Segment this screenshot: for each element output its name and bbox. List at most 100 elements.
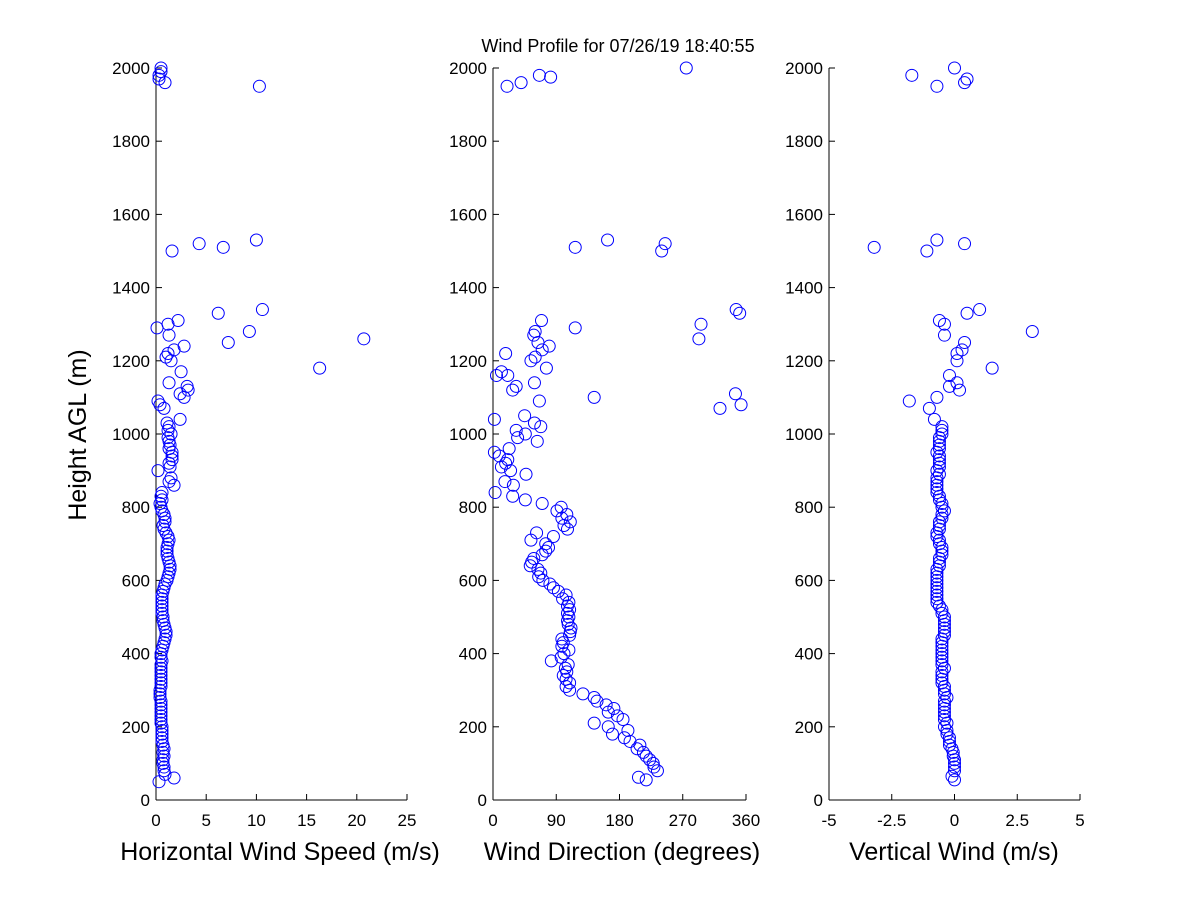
data-point	[528, 350, 542, 364]
data-point	[650, 764, 664, 778]
data-point	[935, 647, 949, 661]
data-point	[930, 233, 944, 247]
data-point	[568, 240, 582, 254]
data-point	[973, 303, 987, 317]
data-point	[728, 387, 742, 401]
data-point	[151, 464, 165, 478]
data-point	[211, 306, 225, 320]
data-point	[171, 314, 185, 328]
data-point	[935, 497, 949, 511]
data-point	[930, 464, 944, 478]
data-point	[937, 705, 951, 719]
data-point	[985, 361, 999, 375]
y-axis-label: Height AGL (m)	[64, 349, 92, 520]
data-point	[167, 771, 181, 785]
data-point	[561, 658, 575, 672]
data-point	[255, 303, 269, 317]
data-point	[960, 72, 974, 86]
data-point	[546, 529, 560, 543]
x-tick-label: -2.5	[877, 811, 906, 830]
data-point	[153, 691, 167, 705]
data-point	[154, 650, 168, 664]
data-point	[937, 621, 951, 635]
data-point	[154, 698, 168, 712]
data-point	[560, 522, 574, 536]
data-point	[950, 376, 964, 390]
x-tick-label: 20	[347, 811, 366, 830]
data-point	[646, 756, 660, 770]
y-tick-label: 200	[459, 718, 487, 737]
data-point	[539, 544, 553, 558]
data-point	[249, 233, 263, 247]
data-point	[490, 368, 504, 382]
y-tick-label: 2000	[112, 59, 150, 78]
data-point	[173, 387, 187, 401]
y-tick-label: 2000	[449, 59, 487, 78]
data-point	[509, 379, 523, 393]
data-point	[155, 606, 169, 620]
data-point	[930, 486, 944, 500]
data-point	[554, 500, 568, 514]
data-point	[958, 237, 972, 251]
data-point	[937, 720, 951, 734]
data-point	[530, 434, 544, 448]
data-point	[154, 702, 168, 715]
data-point	[487, 412, 501, 426]
data-point	[605, 727, 619, 741]
data-point	[557, 647, 571, 661]
data-point	[159, 350, 173, 364]
data-point	[502, 442, 516, 456]
data-point	[167, 343, 181, 357]
data-point	[492, 449, 506, 463]
y-tick-label: 2000	[785, 59, 823, 78]
data-point	[155, 592, 169, 606]
data-point	[155, 603, 169, 617]
data-point	[937, 610, 951, 624]
data-point	[155, 599, 169, 613]
data-point	[932, 449, 946, 463]
data-point	[643, 753, 657, 767]
data-point	[631, 770, 645, 784]
data-point	[694, 317, 708, 331]
data-point	[658, 237, 672, 251]
data-point	[499, 346, 513, 360]
data-point	[937, 628, 951, 642]
data-point	[617, 731, 631, 745]
data-point	[679, 61, 693, 75]
data-point	[937, 328, 951, 342]
data-point	[162, 376, 176, 390]
data-point	[534, 314, 548, 328]
data-point	[568, 321, 582, 335]
data-point	[528, 325, 542, 339]
data-point	[940, 691, 954, 705]
data-point	[655, 244, 669, 258]
data-point	[692, 332, 706, 346]
data-point	[527, 376, 541, 390]
data-point	[555, 632, 569, 646]
data-point	[165, 244, 179, 258]
data-point	[948, 61, 961, 75]
data-point	[534, 420, 548, 434]
data-point	[542, 339, 556, 353]
data-point	[518, 493, 532, 507]
data-point	[927, 412, 941, 426]
data-point	[639, 749, 653, 763]
data-point	[155, 727, 169, 741]
data-point	[155, 723, 169, 737]
data-point	[535, 343, 549, 357]
data-point	[942, 731, 956, 745]
data-point	[500, 79, 514, 93]
data-point	[937, 661, 951, 675]
x-tick-label: 5	[201, 811, 210, 830]
data-point	[527, 416, 541, 430]
data-point	[160, 548, 174, 562]
wind-direction-panel: Wind Direction (degrees) 0 200 400 600 800 10…	[449, 59, 760, 866]
data-point	[531, 562, 545, 576]
data-point	[154, 669, 168, 683]
data-point	[935, 669, 949, 683]
data-point	[960, 306, 974, 320]
data-point	[539, 537, 553, 551]
data-point	[154, 672, 168, 686]
data-point	[159, 628, 173, 642]
data-point	[535, 497, 549, 511]
